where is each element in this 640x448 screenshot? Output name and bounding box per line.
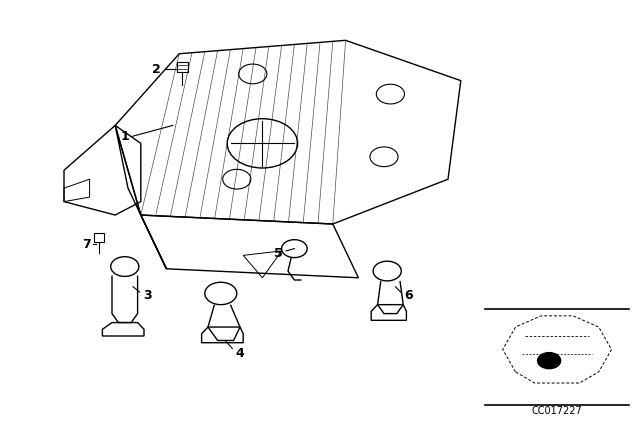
Text: 6: 6 — [404, 289, 413, 302]
Text: 3: 3 — [143, 289, 152, 302]
Circle shape — [538, 353, 561, 369]
Text: 1: 1 — [120, 130, 129, 143]
Text: 5: 5 — [274, 246, 283, 260]
Text: 4: 4 — [236, 346, 244, 360]
Text: 7: 7 — [82, 237, 91, 251]
Bar — [177, 62, 188, 72]
Text: CC017227: CC017227 — [532, 406, 582, 416]
Text: 2: 2 — [152, 63, 161, 76]
Bar — [94, 233, 104, 242]
